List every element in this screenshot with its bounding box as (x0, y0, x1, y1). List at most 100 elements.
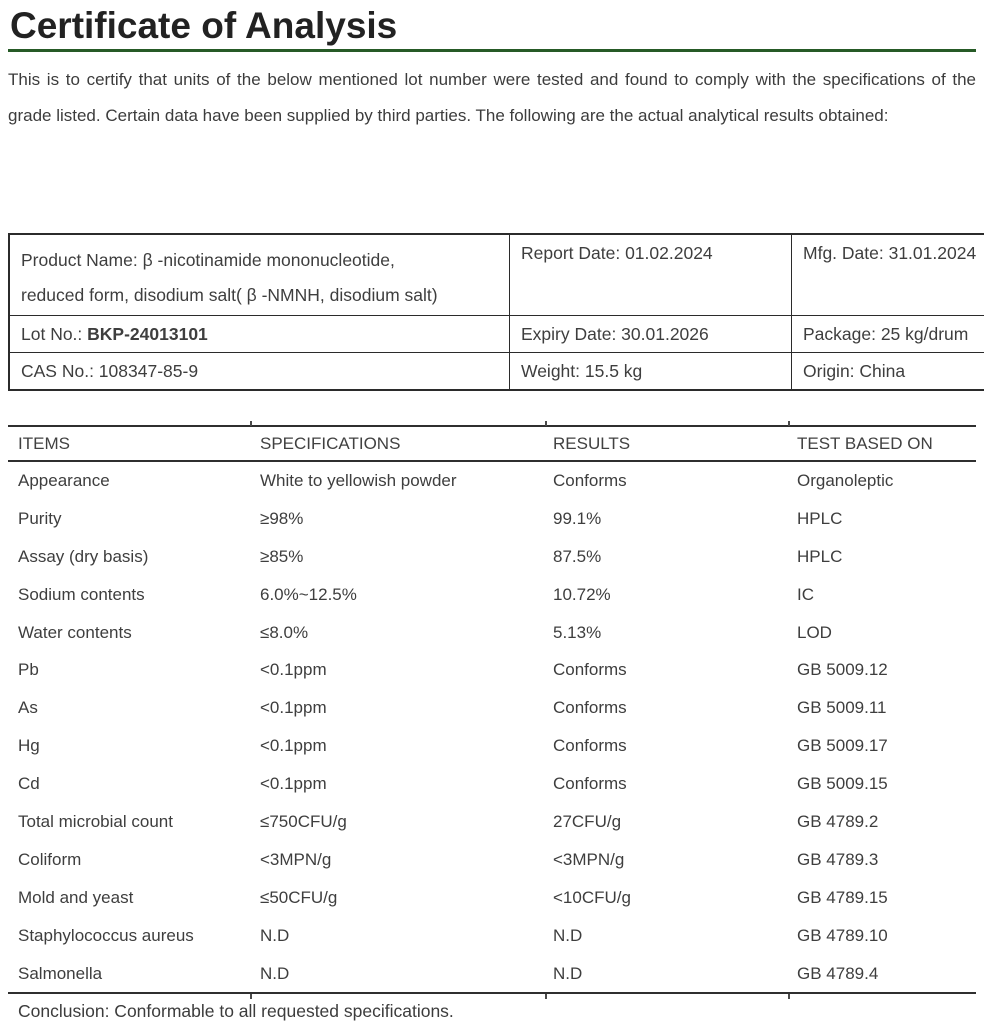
spec-cell-result: Conforms (545, 727, 788, 765)
cas-no-cell: CAS No.: 108347-85-9 (9, 353, 510, 391)
spec-cell-item: Salmonella (8, 955, 250, 994)
spec-cell-test-based-on: GB 4789.4 (788, 955, 976, 994)
spec-cell-specification: ≥98% (250, 500, 545, 538)
column-tick-mark (545, 994, 547, 999)
spec-cell-test-based-on: GB 5009.12 (788, 651, 976, 689)
spec-cell-item: Staphylococcus aureus (8, 917, 250, 955)
spec-cell-test-based-on: GB 4789.2 (788, 803, 976, 841)
mfg-date-cell: Mfg. Date: 31.01.2024 (792, 234, 984, 316)
product-info-row-2: Lot No.: BKP-24013101 Expiry Date: 30.01… (9, 316, 984, 353)
spec-cell-specification: 6.0%~12.5% (250, 576, 545, 614)
spec-cell-result: Conforms (545, 461, 788, 500)
spec-cell-result: N.D (545, 917, 788, 955)
spec-cell-test-based-on: GB 5009.11 (788, 689, 976, 727)
spec-cell-specification: <0.1ppm (250, 651, 545, 689)
spec-header-test-based-on: TEST BASED ON (788, 426, 976, 461)
package-cell: Package: 25 kg/drum (792, 316, 984, 353)
product-info-row-1: Product Name: β -nicotinamide mononucleo… (9, 234, 984, 316)
spec-cell-result: 27CFU/g (545, 803, 788, 841)
spec-cell-item: Water contents (8, 614, 250, 652)
spec-cell-test-based-on: GB 4789.15 (788, 879, 976, 917)
lot-no-label: Lot No.: (21, 324, 87, 344)
spec-cell-specification: <0.1ppm (250, 765, 545, 803)
lot-no-cell: Lot No.: BKP-24013101 (9, 316, 510, 353)
spec-table: ITEMS SPECIFICATIONS RESULTS TEST BASED … (8, 425, 976, 994)
page-title: Certificate of Analysis (8, 6, 976, 46)
spec-cell-result: 5.13% (545, 614, 788, 652)
spec-cell-specification: <0.1ppm (250, 727, 545, 765)
spec-cell-specification: ≤750CFU/g (250, 803, 545, 841)
spec-header-specifications: SPECIFICATIONS (250, 426, 545, 461)
spec-cell-test-based-on: LOD (788, 614, 976, 652)
spec-cell-result: Conforms (545, 765, 788, 803)
column-tick-mark (788, 421, 790, 426)
spec-header-items: ITEMS (8, 426, 250, 461)
spec-cell-test-based-on: IC (788, 576, 976, 614)
spec-cell-item: Assay (dry basis) (8, 538, 250, 576)
spec-cell-item: Sodium contents (8, 576, 250, 614)
spec-cell-result: <10CFU/g (545, 879, 788, 917)
spec-cell-test-based-on: GB 5009.17 (788, 727, 976, 765)
spec-cell-item: As (8, 689, 250, 727)
spec-row: Assay (dry basis)≥85%87.5%HPLC (8, 538, 976, 576)
spec-cell-test-based-on: GB 4789.10 (788, 917, 976, 955)
spec-cell-result: 10.72% (545, 576, 788, 614)
spec-row: Purity≥98%99.1%HPLC (8, 500, 976, 538)
spec-cell-test-based-on: HPLC (788, 500, 976, 538)
spec-cell-item: Cd (8, 765, 250, 803)
spec-cell-result: N.D (545, 955, 788, 994)
product-info-table: Product Name: β -nicotinamide mononucleo… (8, 233, 984, 391)
origin-cell: Origin: China (792, 353, 984, 391)
column-tick-mark (545, 421, 547, 426)
spec-cell-specification: N.D (250, 955, 545, 994)
spec-cell-specification: ≥85% (250, 538, 545, 576)
column-tick-mark (788, 994, 790, 999)
spec-cell-item: Purity (8, 500, 250, 538)
spec-cell-test-based-on: HPLC (788, 538, 976, 576)
spec-cell-specification: ≤8.0% (250, 614, 545, 652)
spec-cell-test-based-on: GB 4789.3 (788, 841, 976, 879)
product-info-row-3: CAS No.: 108347-85-9 Weight: 15.5 kg Ori… (9, 353, 984, 391)
spec-cell-result: Conforms (545, 689, 788, 727)
spec-cell-specification: ≤50CFU/g (250, 879, 545, 917)
spec-cell-test-based-on: Organoleptic (788, 461, 976, 500)
intro-paragraph: This is to certify that units of the bel… (8, 62, 976, 134)
spec-header-row: ITEMS SPECIFICATIONS RESULTS TEST BASED … (8, 426, 976, 461)
spec-cell-item: Pb (8, 651, 250, 689)
spec-cell-result: 87.5% (545, 538, 788, 576)
spec-cell-specification: N.D (250, 917, 545, 955)
spec-cell-result: <3MPN/g (545, 841, 788, 879)
spec-cell-specification: <0.1ppm (250, 689, 545, 727)
conclusion-text: Conclusion: Conformable to all requested… (8, 1001, 976, 1022)
column-tick-mark (250, 421, 252, 426)
spec-row: Water contents≤8.0%5.13%LOD (8, 614, 976, 652)
spec-cell-item: Total microbial count (8, 803, 250, 841)
spec-cell-test-based-on: GB 5009.15 (788, 765, 976, 803)
lot-no-value: BKP-24013101 (87, 324, 208, 344)
product-name-cell: Product Name: β -nicotinamide mononucleo… (9, 234, 510, 316)
weight-cell: Weight: 15.5 kg (510, 353, 792, 391)
spec-cell-item: Hg (8, 727, 250, 765)
spec-cell-item: Appearance (8, 461, 250, 500)
spec-header-results: RESULTS (545, 426, 788, 461)
spec-cell-item: Mold and yeast (8, 879, 250, 917)
spec-cell-result: Conforms (545, 651, 788, 689)
spec-cell-item: Coliform (8, 841, 250, 879)
report-date-cell: Report Date: 01.02.2024 (510, 234, 792, 316)
spec-table-section: ITEMS SPECIFICATIONS RESULTS TEST BASED … (8, 425, 976, 994)
title-underline (8, 49, 976, 52)
column-tick-mark (250, 994, 252, 999)
spec-cell-result: 99.1% (545, 500, 788, 538)
expiry-date-cell: Expiry Date: 30.01.2026 (510, 316, 792, 353)
